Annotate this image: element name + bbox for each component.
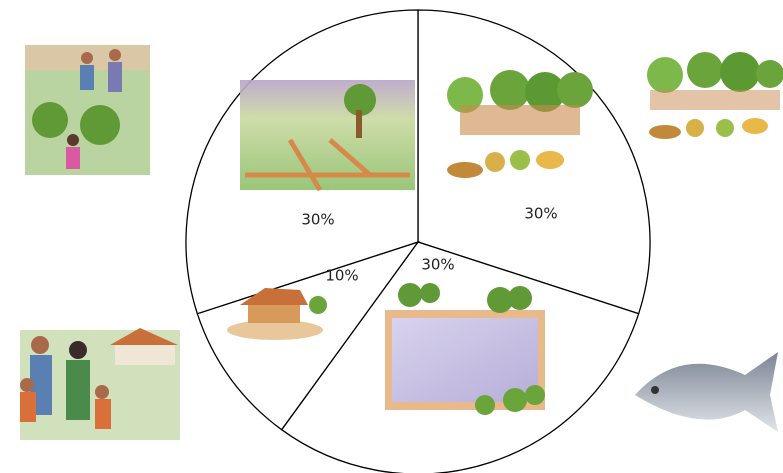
value-label: 30% — [421, 256, 454, 274]
rice-field — [240, 80, 415, 190]
value-label: 10% — [325, 267, 358, 285]
value-label: 30% — [524, 205, 557, 223]
house — [227, 288, 327, 340]
field-dikes — [245, 138, 410, 192]
value-label: 30% — [301, 211, 334, 229]
orchard-picture — [647, 52, 783, 139]
orchard — [447, 70, 593, 178]
labels: 30% 30% 10% 30% — [301, 205, 557, 285]
farmers-picture — [25, 45, 150, 175]
fish-pond — [385, 283, 545, 415]
family-picture — [20, 328, 180, 440]
tree-trunk — [356, 110, 362, 138]
illustrations — [20, 45, 783, 440]
fish-picture — [635, 352, 778, 432]
tree — [344, 84, 376, 116]
